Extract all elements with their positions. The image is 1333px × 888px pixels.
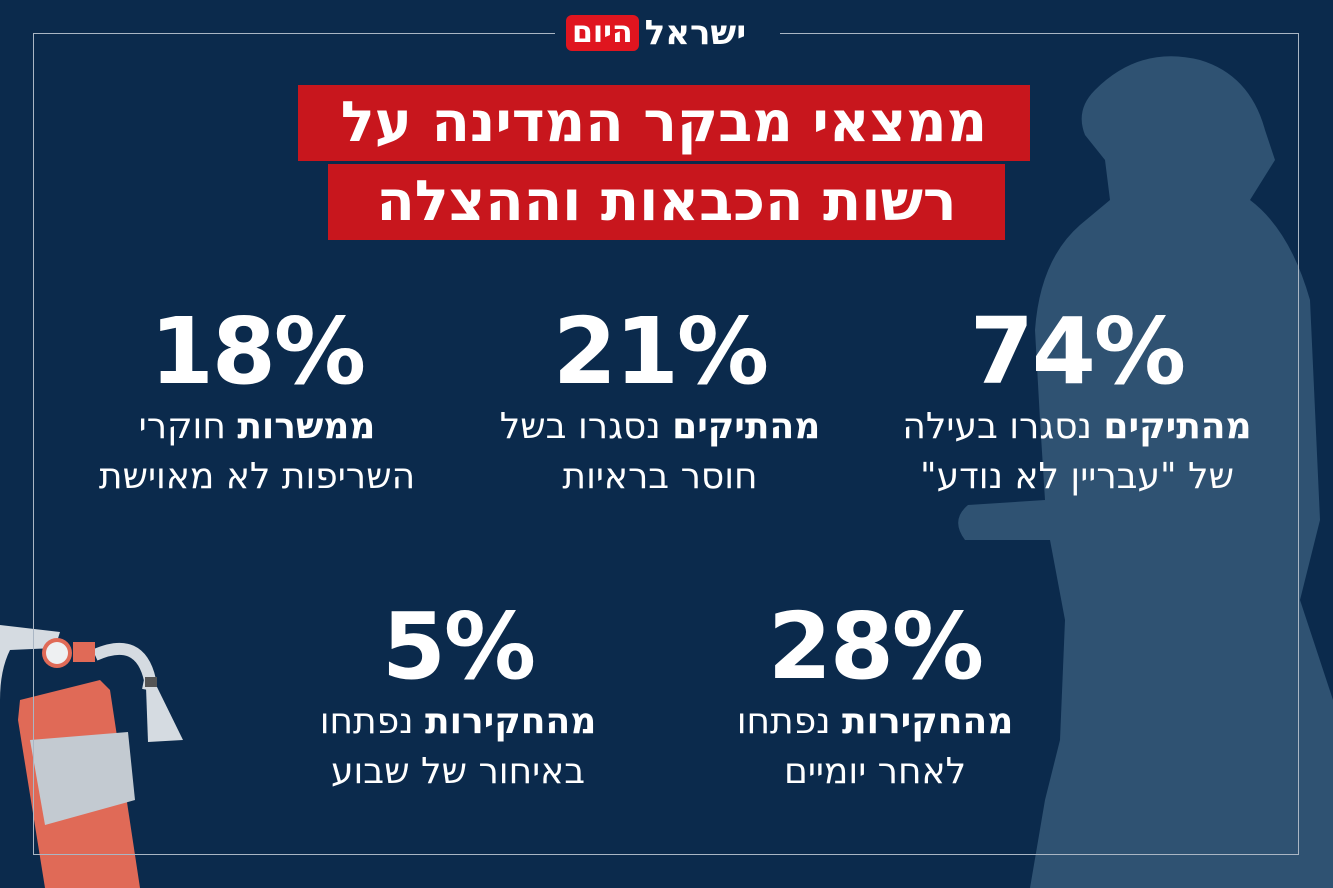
stat-opened-after-two-days: 28% מהחקירות נפתחו לאחר יומיים xyxy=(665,597,1085,797)
stat-desc-line-2: לאחר יומיים xyxy=(783,751,967,792)
stat-desc-rest: נסגרו בעילה xyxy=(902,406,1104,447)
stat-desc-line-1: ממשרות חוקרי xyxy=(47,402,467,452)
stat-value: 74% xyxy=(969,298,1186,405)
stat-desc-rest: נסגרו בשל xyxy=(499,406,673,447)
stat-lack-evidence: 21% מהתיקים נסגרו בשל חוסר בראיות xyxy=(450,302,870,502)
stat-desc-rest: חוקרי xyxy=(138,406,238,447)
stat-value: 18% xyxy=(149,298,366,405)
stat-desc-bold: מהחקירות xyxy=(425,701,597,742)
stat-value: 21% xyxy=(552,298,769,405)
stat-desc-bold: ממשרות xyxy=(237,406,376,447)
stat-desc-line-2: חוסר בראיות xyxy=(562,456,758,497)
logo: ישראל היום xyxy=(566,12,746,54)
stat-desc-line-1: מהתיקים נסגרו בשל xyxy=(450,402,870,452)
stat-desc-bold: מהתיקים xyxy=(672,406,821,447)
stat-desc-line-1: מהתיקים נסגרו בעילה xyxy=(867,402,1287,452)
stat-value: 5% xyxy=(381,593,536,700)
stat-unfilled-positions: 18% ממשרות חוקרי השריפות לא מאוישת xyxy=(47,302,467,502)
title-line-2: רשות הכבאות וההצלה xyxy=(328,164,1005,240)
stat-opened-week-late: 5% מהחקירות נפתחו באיחור של שבוע xyxy=(248,597,668,797)
stat-desc-line-2: השריפות לא מאוישת xyxy=(98,456,416,497)
stat-value: 28% xyxy=(767,593,984,700)
stat-desc-line-1: מהחקירות נפתחו xyxy=(248,697,668,747)
logo-accent-text: היום xyxy=(566,15,639,51)
stat-desc-rest: נפתחו xyxy=(736,701,843,742)
stat-desc-bold: מהחקירות xyxy=(842,701,1014,742)
logo-main-text: ישראל xyxy=(644,13,747,53)
stat-desc-line-2: באיחור של שבוע xyxy=(330,751,586,792)
stat-desc-bold: מהתיקים xyxy=(1103,406,1252,447)
stat-desc-line-2: של "עבריין לא נודע" xyxy=(920,456,1234,497)
stat-desc-rest: נפתחו xyxy=(319,701,426,742)
title-line-1: ממצאי מבקר המדינה על xyxy=(298,85,1030,161)
stat-desc-line-1: מהחקירות נפתחו xyxy=(665,697,1085,747)
stat-unknown-offender: 74% מהתיקים נסגרו בעילה של "עבריין לא נו… xyxy=(867,302,1287,502)
